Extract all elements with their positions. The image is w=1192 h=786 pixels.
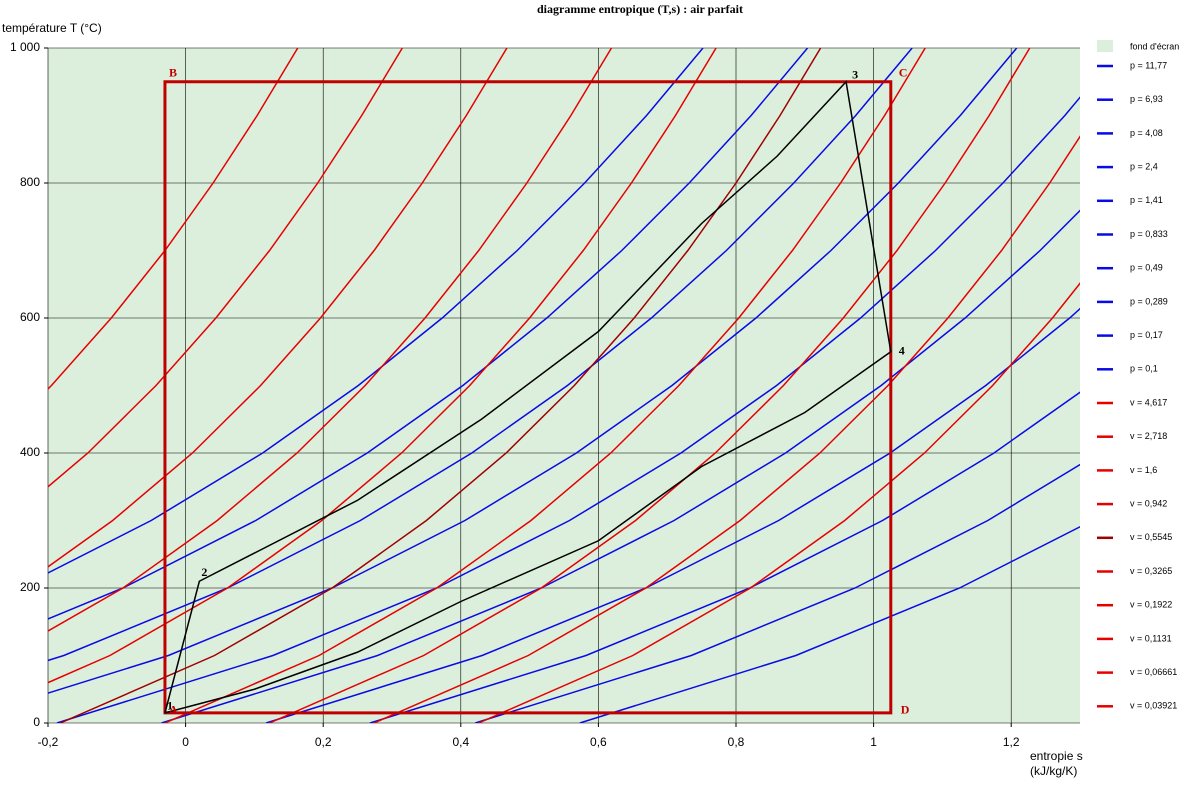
legend-label: v = 0,06661	[1130, 667, 1177, 677]
series-line	[579, 525, 1080, 723]
cycle-point-label: 4	[899, 344, 905, 358]
legend-label: p = 6,93	[1130, 94, 1163, 104]
series-line	[48, 48, 403, 488]
y-tick-label: 1 000	[10, 40, 40, 54]
y-tick-label: 200	[20, 580, 40, 594]
legend-label: p = 0,49	[1130, 263, 1163, 273]
x-tick-label: 0,8	[728, 735, 745, 749]
series-line	[373, 135, 1080, 723]
legend-label: p = 0,833	[1130, 229, 1168, 239]
x-tick-label: 1	[870, 735, 877, 749]
y-tick-label: 0	[33, 715, 40, 729]
x-tick-label: -0,2	[38, 735, 59, 749]
legend-label: p = 11,77	[1130, 60, 1167, 70]
x-tick-label: 0,2	[315, 735, 332, 749]
legend-label: p = 0,17	[1130, 330, 1163, 340]
x-tick-label: 0	[182, 735, 189, 749]
series-line	[369, 391, 1080, 723]
cycle-point-label: 2	[201, 565, 207, 579]
carnot-rectangle	[163, 80, 893, 715]
series-line	[478, 282, 1080, 723]
x-axis-label: entropie s	[1030, 749, 1083, 763]
legend-label: fond d'écran	[1130, 41, 1179, 51]
x-axis-unit: (kJ/kg/K)	[1030, 764, 1077, 778]
plot-background	[48, 48, 1080, 723]
series-line	[48, 48, 704, 574]
legend-label: v = 0,1131	[1130, 633, 1172, 643]
legend-label: v = 0,1922	[1130, 600, 1172, 610]
legend-label: v = 1,6	[1130, 465, 1157, 475]
series-line	[161, 209, 1080, 723]
corner-label: A	[169, 703, 178, 717]
series-line	[48, 48, 613, 632]
legend-label: p = 4,08	[1130, 128, 1163, 138]
series-line	[48, 48, 299, 390]
series-line	[269, 48, 1031, 723]
series-line	[48, 48, 1018, 694]
y-tick-label: 800	[20, 175, 40, 189]
legend-label: p = 0,289	[1130, 296, 1168, 306]
corner-label: B	[169, 66, 177, 80]
series-line	[48, 48, 809, 620]
cycle-line	[164, 80, 892, 714]
cycle-point-label: 1	[167, 699, 173, 713]
series-line	[48, 48, 717, 684]
legend-label: p = 2,4	[1130, 161, 1158, 171]
legend-label: p = 0,1	[1130, 364, 1158, 374]
series-line	[56, 96, 1080, 723]
series-line	[164, 48, 926, 723]
legend-label: v = 0,942	[1130, 498, 1167, 508]
corner-label: D	[901, 703, 910, 717]
y-tick-label: 400	[20, 445, 40, 459]
series-line	[48, 48, 508, 568]
y-axis-label: température T (°C)	[2, 21, 102, 35]
x-tick-label: 0,4	[452, 735, 469, 749]
series-line	[60, 48, 822, 723]
y-tick-label: 600	[20, 310, 40, 324]
legend-label: v = 0,03921	[1130, 701, 1177, 711]
x-tick-label: 1,2	[1003, 735, 1020, 749]
legend-label: v = 4,617	[1130, 397, 1167, 407]
series-line	[475, 463, 1080, 723]
legend-swatch	[1097, 40, 1113, 52]
corner-label: C	[899, 66, 908, 80]
cycle-point-label: 3	[852, 68, 858, 82]
legend-label: v = 2,718	[1130, 431, 1167, 441]
series-line	[265, 307, 1080, 723]
chart-title: diagramme entropique (T,s) : air parfait	[537, 2, 743, 16]
series-line	[48, 48, 913, 662]
legend-label: v = 0,5545	[1130, 532, 1172, 542]
legend-label: p = 1,41	[1130, 195, 1163, 205]
x-tick-label: 0,6	[590, 735, 607, 749]
legend-label: v = 0,3265	[1130, 566, 1172, 576]
plot-area	[48, 48, 1080, 723]
